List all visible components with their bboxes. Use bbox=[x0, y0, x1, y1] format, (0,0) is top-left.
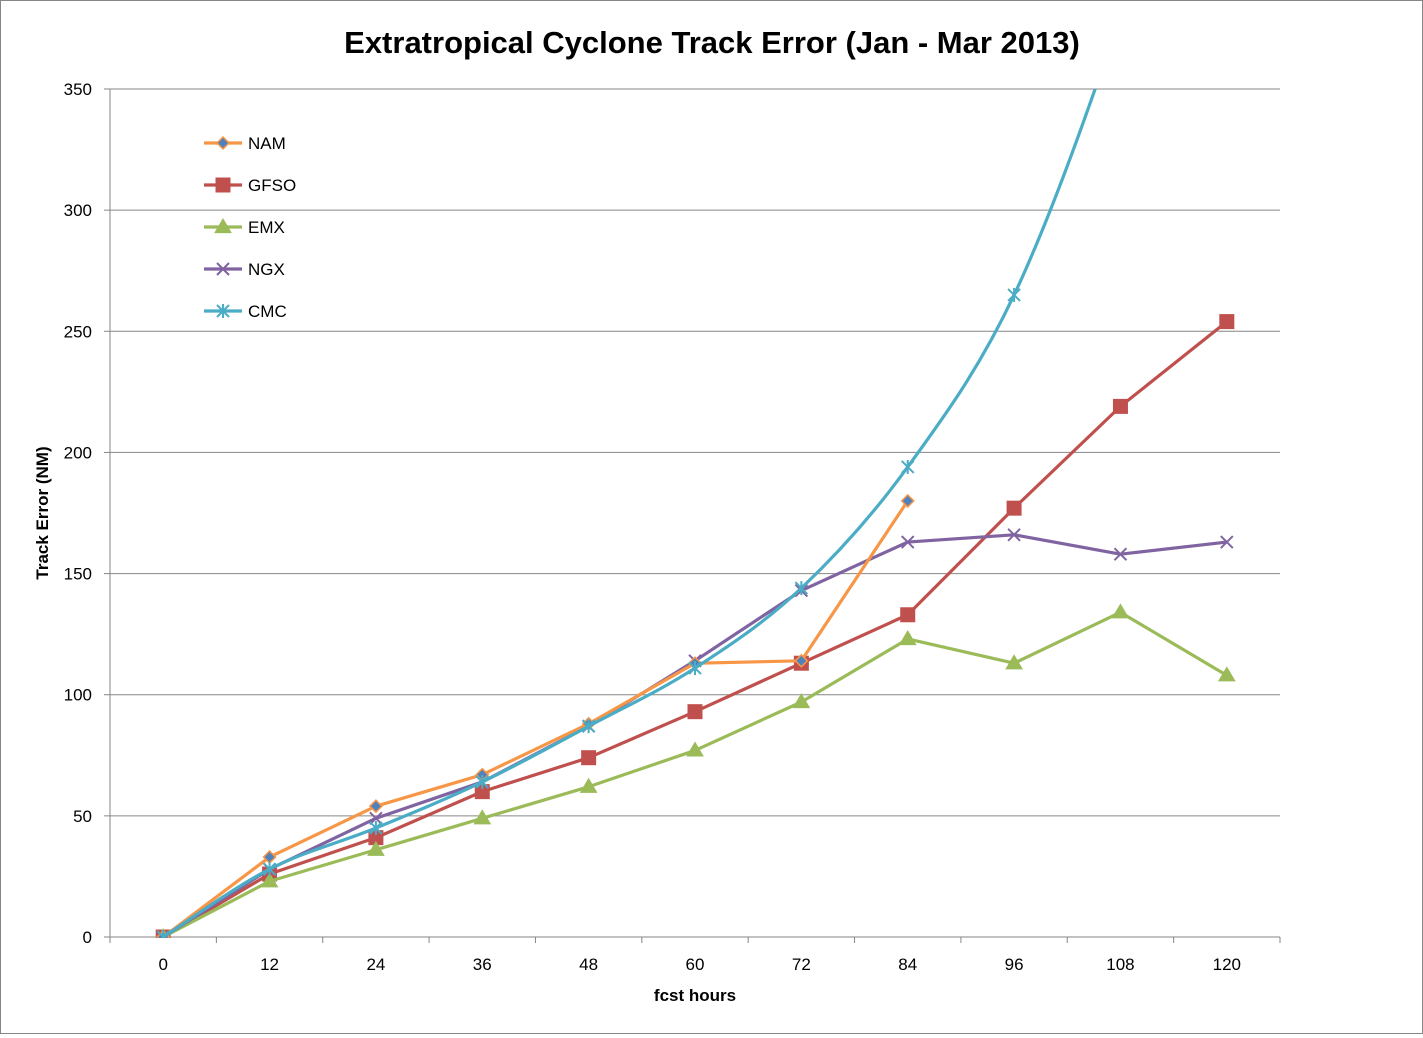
data-point-emx bbox=[686, 741, 704, 757]
x-tick-label: 12 bbox=[260, 955, 279, 974]
x-tick-label: 0 bbox=[158, 955, 167, 974]
data-point-emx bbox=[1111, 603, 1130, 619]
legend-label: NAM bbox=[248, 134, 286, 153]
y-tick-label: 200 bbox=[64, 443, 92, 462]
data-point-ngx bbox=[369, 811, 383, 825]
data-point-cmc bbox=[1114, 9, 1126, 23]
x-tick-label: 60 bbox=[686, 955, 705, 974]
x-tick-label: 120 bbox=[1213, 955, 1241, 974]
legend-label: GFSO bbox=[248, 176, 296, 195]
legend-swatch-marker bbox=[216, 304, 230, 318]
data-point-ngx bbox=[901, 535, 915, 549]
x-axis-title: fcst hours bbox=[654, 986, 736, 1005]
legend-swatch-marker bbox=[216, 262, 230, 276]
data-point-ngx bbox=[1220, 535, 1234, 549]
marker-stroke bbox=[1114, 10, 1126, 22]
data-point-ngx bbox=[1007, 528, 1021, 542]
legend-item-cmc: CMC bbox=[204, 302, 287, 321]
series-cmc bbox=[156, 9, 1126, 938]
legend-item-gfso: GFSO bbox=[204, 176, 296, 195]
y-tick-label: 250 bbox=[64, 322, 92, 341]
data-point-gfso bbox=[1219, 314, 1235, 330]
data-point-emx bbox=[367, 840, 385, 856]
data-point-gfso bbox=[1006, 500, 1022, 516]
legend-label: CMC bbox=[248, 302, 287, 321]
axes: 0 50 100 150 200 250 300 350 0 12 24 36 48 60 72 84 96 10… bbox=[64, 80, 1281, 974]
marker-stroke bbox=[1220, 535, 1234, 549]
data-point-emx bbox=[260, 872, 279, 888]
legend-swatch-marker bbox=[214, 218, 232, 234]
series-group bbox=[155, 9, 1236, 938]
y-tick-label: 350 bbox=[64, 80, 92, 99]
marker-stroke bbox=[1114, 10, 1126, 22]
data-point-cmc bbox=[1007, 287, 1021, 302]
data-point-gfso bbox=[687, 704, 703, 720]
series-line-nam bbox=[162, 499, 910, 938]
series-line-cmc bbox=[162, 89, 1097, 938]
legend: NAM GFSO EMX NGX CMC bbox=[204, 134, 296, 321]
x-tick-label: 72 bbox=[792, 955, 811, 974]
series-ngx bbox=[156, 528, 1234, 938]
y-tick-label: 0 bbox=[83, 928, 92, 947]
data-point-gfso bbox=[900, 607, 916, 623]
marker-stroke bbox=[216, 262, 230, 276]
data-point-gfso bbox=[1112, 398, 1128, 414]
data-point-cmc bbox=[262, 862, 277, 877]
marker-stroke bbox=[1113, 547, 1128, 561]
legend-swatch-marker bbox=[215, 177, 231, 193]
data-point-nam bbox=[368, 799, 383, 814]
data-point-cmc bbox=[901, 459, 915, 474]
legend-label: NGX bbox=[248, 260, 285, 279]
legend-item-emx: EMX bbox=[204, 218, 285, 237]
x-tick-label: 24 bbox=[366, 955, 385, 974]
legend-swatch-marker bbox=[215, 135, 231, 151]
data-point-gfso bbox=[581, 750, 597, 766]
marker-stroke bbox=[369, 811, 383, 825]
data-point-emx bbox=[579, 777, 598, 793]
data-point-nam bbox=[794, 653, 809, 668]
chart-title: Extratropical Cyclone Track Error (Jan -… bbox=[344, 25, 1080, 60]
y-tick-label: 300 bbox=[64, 201, 92, 220]
data-point-emx bbox=[792, 692, 811, 709]
y-tick-label: 50 bbox=[73, 807, 92, 826]
x-tick-label: 36 bbox=[473, 955, 492, 974]
series-line-ngx bbox=[162, 533, 1228, 938]
legend-item-nam: NAM bbox=[204, 134, 286, 153]
data-point-ngx bbox=[1113, 547, 1128, 561]
marker-stroke bbox=[1007, 528, 1021, 542]
series-emx bbox=[157, 603, 1236, 938]
data-point-nam bbox=[900, 493, 915, 508]
marker-stroke bbox=[901, 535, 915, 549]
data-point-emx bbox=[1005, 654, 1023, 670]
legend-item-ngx: NGX bbox=[204, 260, 285, 279]
data-point-emx bbox=[473, 809, 492, 825]
y-axis-title: Track Error (NM) bbox=[33, 446, 52, 579]
data-point-cmc bbox=[475, 774, 489, 789]
legend-label: EMX bbox=[248, 218, 285, 237]
y-tick-label: 100 bbox=[64, 686, 92, 705]
data-point-cmc bbox=[794, 581, 809, 596]
x-tick-label: 96 bbox=[1005, 955, 1024, 974]
grid-lines bbox=[110, 88, 1280, 938]
y-tick-label: 150 bbox=[64, 565, 92, 584]
data-point-cmc bbox=[369, 820, 383, 835]
x-tick-label: 84 bbox=[898, 955, 917, 974]
x-tick-label: 108 bbox=[1106, 955, 1134, 974]
data-point-emx bbox=[898, 630, 917, 646]
data-point-cmc bbox=[581, 719, 596, 734]
data-point-emx bbox=[1217, 666, 1236, 682]
x-tick-label: 48 bbox=[579, 955, 598, 974]
data-point-cmc bbox=[156, 930, 170, 938]
data-point-cmc bbox=[688, 661, 702, 676]
